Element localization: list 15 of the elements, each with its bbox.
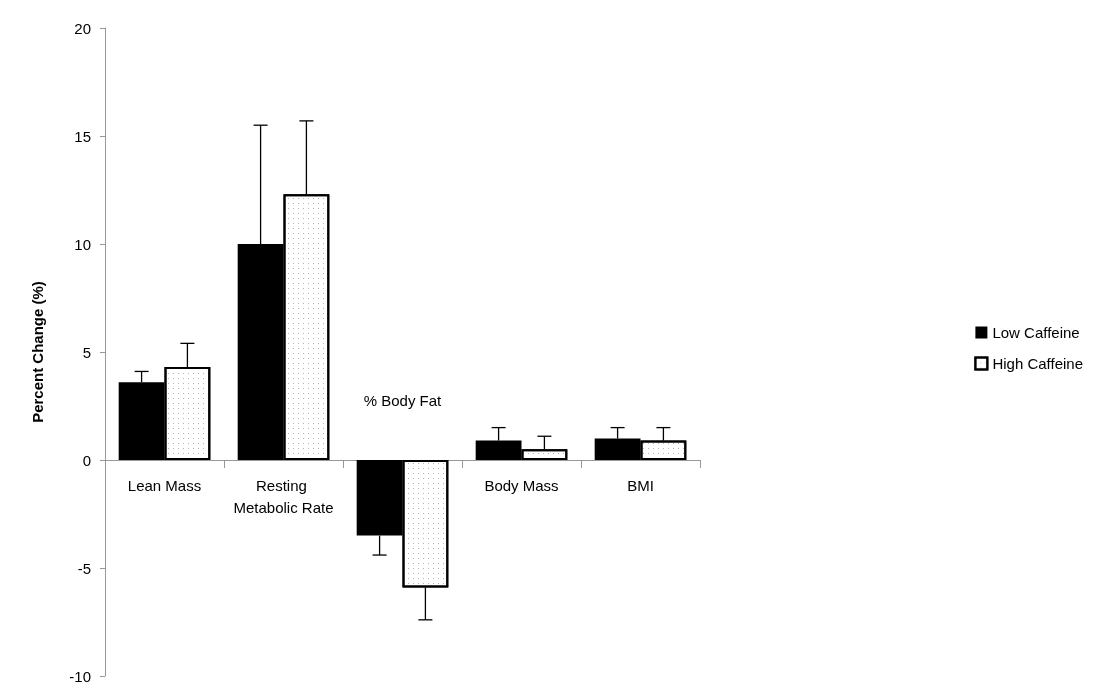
x-tick-label: % Body Fat [363, 391, 443, 409]
legend-label: High Caffeine [992, 355, 1084, 372]
y-tick-label: 20 [74, 19, 91, 37]
y-tick-label: -10 [69, 667, 91, 685]
y-tick-label: 5 [82, 343, 91, 361]
y-tick-label: -5 [77, 559, 91, 577]
y-tick-label: 0 [82, 451, 91, 469]
x-tick-label: Body Mass [484, 476, 559, 494]
x-tick-label: Lean Mass [127, 476, 202, 494]
x-tick-label: Resting Metabolic Rate [233, 476, 334, 516]
y-tick-label: 10 [74, 235, 91, 253]
y-tick-label: 15 [74, 127, 91, 145]
x-tick-label: BMI [627, 476, 654, 494]
legend-label: Low Caffeine [992, 324, 1080, 341]
y-axis-title: Percent Change (%) [29, 281, 46, 423]
